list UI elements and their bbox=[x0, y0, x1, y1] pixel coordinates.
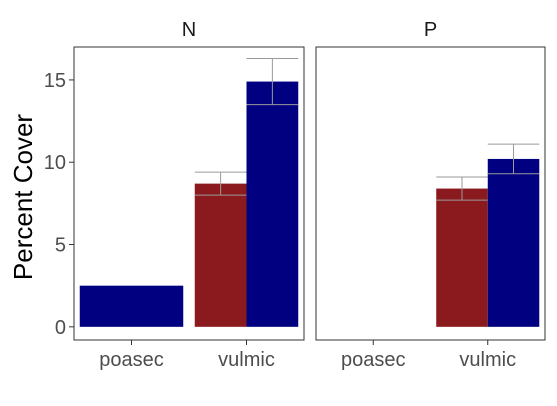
bar-vulmic-0 bbox=[195, 184, 247, 327]
bar-vulmic-1 bbox=[488, 159, 540, 327]
y-tick-label: 5 bbox=[55, 235, 66, 257]
x-tick-label: poasec bbox=[341, 349, 406, 371]
x-tick-label: poasec bbox=[99, 349, 164, 371]
y-tick-label: 15 bbox=[44, 70, 66, 92]
facet-title: P bbox=[424, 19, 437, 41]
y-tick-label: 0 bbox=[55, 317, 66, 339]
bar-vulmic-1 bbox=[247, 82, 299, 327]
x-tick-label: vulmic bbox=[218, 349, 275, 371]
facet-title: N bbox=[182, 19, 196, 41]
bar-vulmic-0 bbox=[436, 189, 488, 327]
y-tick-label: 10 bbox=[44, 152, 66, 174]
bar-poasec-1 bbox=[80, 286, 184, 327]
x-tick-label: vulmic bbox=[459, 349, 516, 371]
y-axis-title: Percent Cover bbox=[8, 114, 38, 281]
